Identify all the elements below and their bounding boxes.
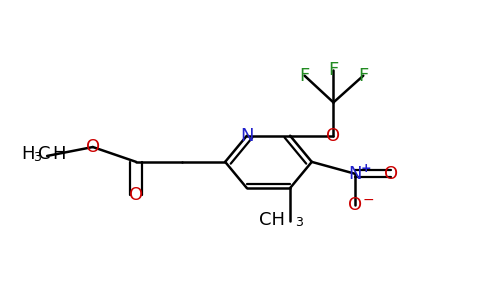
Text: O: O	[86, 138, 100, 156]
Text: N: N	[240, 127, 254, 145]
Text: H: H	[21, 146, 35, 164]
Text: O: O	[348, 196, 362, 214]
Text: N: N	[348, 165, 362, 183]
Text: 3: 3	[32, 151, 41, 164]
Text: −: −	[363, 193, 374, 207]
Text: F: F	[328, 61, 338, 79]
Text: O: O	[326, 127, 341, 145]
Text: +: +	[361, 162, 371, 175]
Text: H: H	[52, 146, 65, 164]
Text: F: F	[300, 67, 310, 85]
Text: 3: 3	[295, 216, 302, 229]
Text: O: O	[384, 165, 398, 183]
Text: O: O	[129, 186, 143, 204]
Text: CH: CH	[259, 211, 285, 229]
Text: F: F	[358, 67, 368, 85]
Text: C: C	[38, 146, 51, 164]
